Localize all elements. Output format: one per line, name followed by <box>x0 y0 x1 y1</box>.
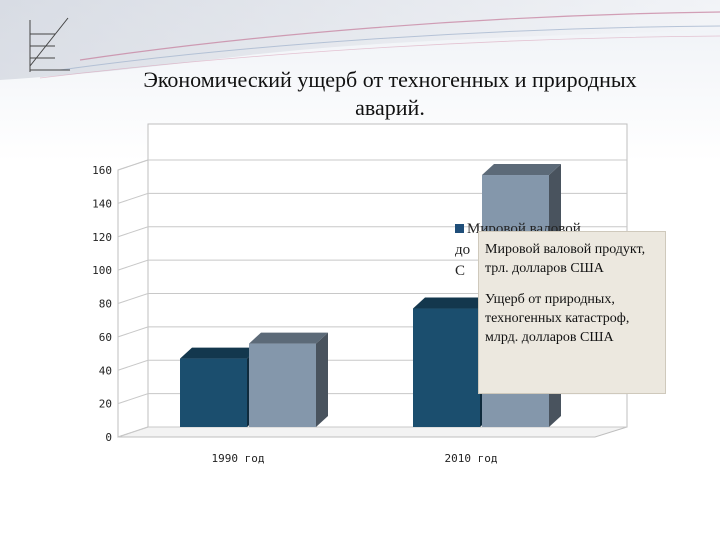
y-tick-label: 140 <box>92 197 112 210</box>
gridline <box>117 293 627 304</box>
gridline <box>117 192 627 204</box>
y-tick-label: 120 <box>92 231 112 244</box>
gridline <box>117 226 627 238</box>
legend-callout: Мировой валовой продукт, трл. долларов С… <box>478 231 666 394</box>
legend-partial-line-2: до <box>455 242 471 258</box>
y-tick-label: 60 <box>99 331 112 344</box>
legend-partial-line-3: С <box>455 263 466 279</box>
logo-icon <box>29 17 70 72</box>
gridline <box>117 159 627 171</box>
bar-top <box>249 332 328 344</box>
x-tick-label: 2010 год <box>445 452 498 465</box>
bar <box>413 308 480 427</box>
y-tick-label: 20 <box>99 398 112 411</box>
y-tick-label: 0 <box>105 431 112 444</box>
bar-top <box>180 347 259 359</box>
bar <box>180 358 247 427</box>
header-decoration <box>0 0 720 80</box>
y-tick-label: 80 <box>99 298 112 311</box>
legend-entry-gdp: Мировой валовой продукт, трл. долларов С… <box>485 242 646 276</box>
bar <box>249 343 316 427</box>
floor <box>117 426 628 438</box>
legend-entry-damage: Ущерб от природных, техногенных катастро… <box>485 292 630 345</box>
bar-top <box>482 164 561 176</box>
x-tick-label: 1990 год <box>212 452 265 465</box>
y-tick-label: 100 <box>92 264 112 277</box>
bar-top <box>413 297 492 309</box>
bar-side <box>316 332 328 427</box>
y-tick-label: 40 <box>99 364 112 377</box>
chart-title: Экономический ущерб от техногенных и при… <box>143 67 637 120</box>
gridline <box>117 259 627 271</box>
legend-swatch <box>455 224 464 233</box>
y-tick-label: 160 <box>92 164 112 177</box>
